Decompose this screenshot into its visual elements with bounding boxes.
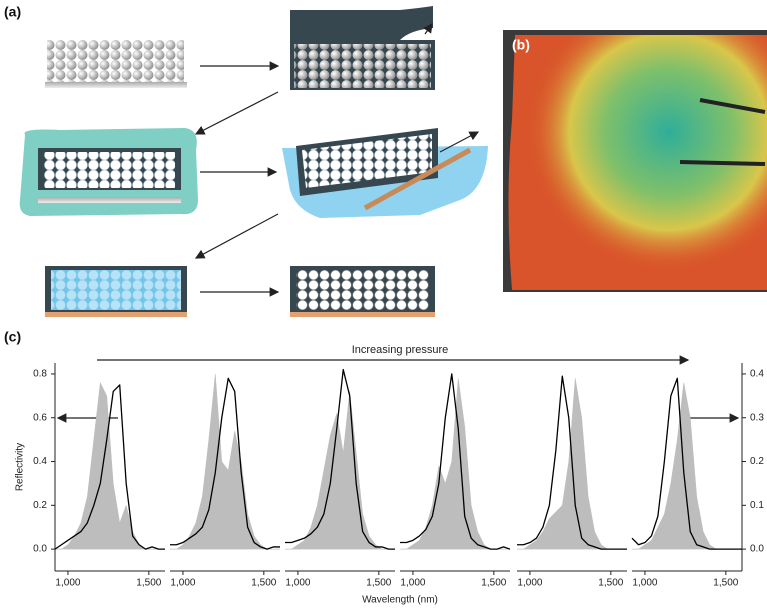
y-tick-label: 0.6	[33, 412, 47, 423]
spectra: Increasing pressure Wavelength (nm) Reflec…	[15, 344, 765, 606]
x-axis-label: Wavelength (nm)	[362, 595, 438, 606]
y-axis-label: Reflectivity	[15, 443, 26, 491]
arrow	[196, 214, 278, 258]
y-tick-label: 0.4	[33, 456, 47, 467]
panel-label: (a)	[4, 4, 21, 20]
y2-tick-label: 0.3	[750, 412, 764, 423]
x-tick-label: 1,000	[55, 578, 80, 589]
x-tick-label: 1,500	[481, 578, 506, 589]
sphere-layer	[296, 270, 429, 310]
annotation: Increasing pressure	[352, 344, 449, 356]
y-tick-label: 0.8	[33, 369, 47, 380]
x-tick-label: 1,000	[632, 578, 657, 589]
panel-label: (c)	[4, 329, 21, 345]
x-tick-label: 1,500	[136, 578, 161, 589]
area	[632, 383, 742, 549]
y2-tick-label: 0.1	[750, 500, 764, 511]
y2-tick-label: 0.4	[750, 369, 764, 380]
sphere-layer	[51, 270, 181, 310]
x-tick-label: 1,000	[285, 578, 310, 589]
photo-crack	[680, 162, 765, 164]
substrate	[38, 197, 181, 203]
y-tick-label: 0.0	[33, 544, 47, 555]
area	[55, 383, 165, 549]
x-tick-label: 1,500	[713, 578, 738, 589]
photo: (b)	[503, 30, 767, 292]
sphere-layer	[47, 40, 184, 82]
x-tick-label: 1,500	[598, 578, 623, 589]
arrow	[196, 92, 278, 134]
substrate	[45, 312, 187, 317]
x-tick-label: 1,500	[251, 578, 276, 589]
schematic	[20, 6, 488, 317]
x-tick-label: 1,000	[517, 578, 542, 589]
sphere-layer	[44, 152, 175, 188]
substrate	[45, 82, 187, 88]
x-tick-label: 1,000	[400, 578, 425, 589]
substrate	[290, 312, 435, 317]
y-tick-label: 0.2	[33, 500, 47, 511]
sphere-layer	[294, 44, 431, 88]
panel-label: (b)	[512, 37, 530, 53]
x-tick-label: 1,000	[170, 578, 195, 589]
area	[285, 391, 395, 549]
y2-tick-label: 0.0	[750, 544, 764, 555]
x-tick-label: 1,500	[366, 578, 391, 589]
y2-tick-label: 0.2	[750, 456, 764, 467]
